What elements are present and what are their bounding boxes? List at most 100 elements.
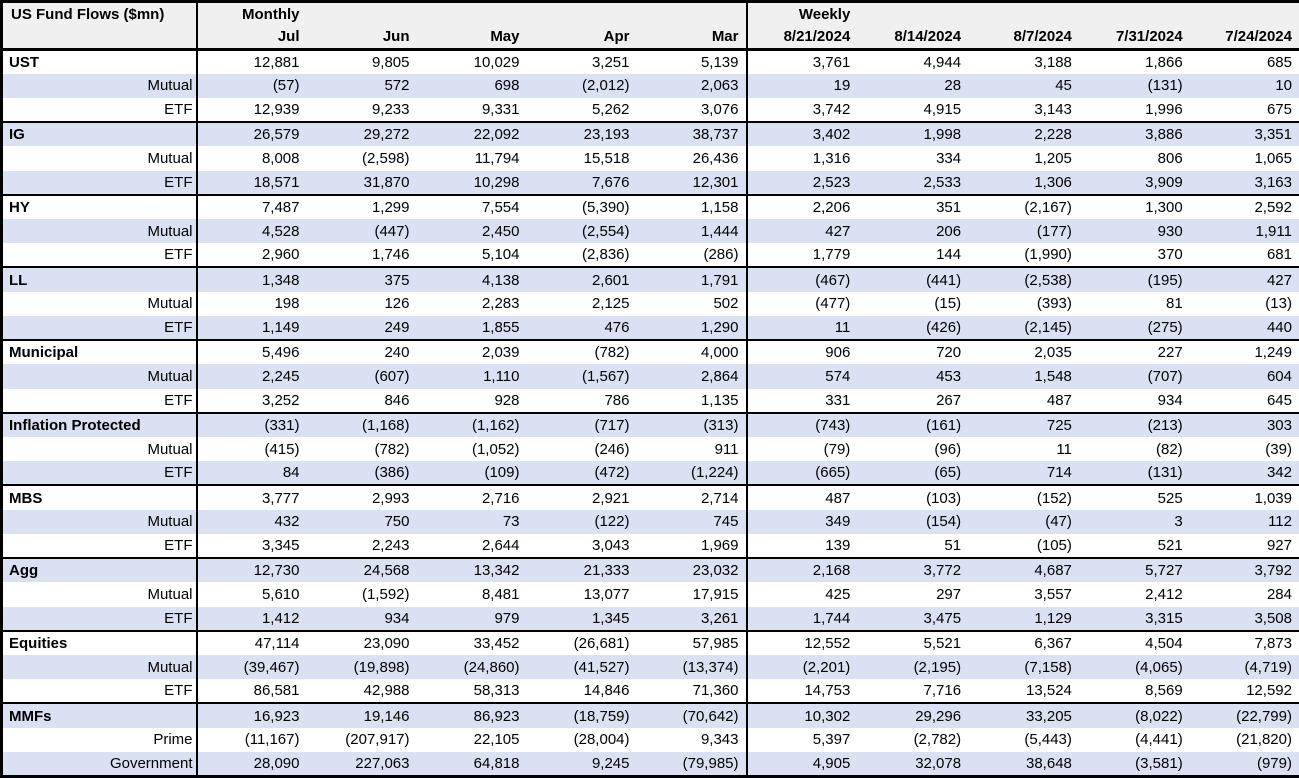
month-col-header-apr: Apr bbox=[526, 25, 637, 51]
weekly-value-cell: 3,742 bbox=[812, 101, 851, 119]
weekly-value-cell: (22,799) bbox=[1189, 702, 1299, 728]
weekly-value-cell: 1,306 bbox=[968, 170, 1079, 195]
weekly-value-cell: 725 bbox=[968, 411, 1079, 437]
sub-label: Mutual bbox=[1, 654, 198, 680]
monthly-value-cell: 2,450 bbox=[416, 219, 527, 244]
monthly-value-cell: (1,592) bbox=[361, 585, 410, 603]
monthly-value-cell: (717) bbox=[526, 411, 637, 437]
sub-label: Mutual bbox=[1, 73, 198, 98]
category-label: IG bbox=[1, 121, 198, 147]
monthly-value-cell: 2,601 bbox=[526, 266, 637, 292]
table-row-mutual-1: Mutual (57) 572 698 (2,012) 2,063 19 28 45 (131) 1… bbox=[1, 73, 1299, 98]
weekly-value-cell: 2,168 bbox=[746, 557, 858, 583]
monthly-value-cell: 227,063 bbox=[306, 751, 417, 777]
monthly-value-cell: (2,598) bbox=[361, 149, 410, 167]
weekly-value-cell: (3,581) bbox=[1078, 751, 1190, 777]
monthly-value-cell: 2,125 bbox=[591, 295, 630, 313]
monthly-value-cell: 2,245 bbox=[196, 364, 307, 389]
weekly-value-cell: (39) bbox=[1265, 440, 1292, 458]
weekly-value-cell: 7,716 bbox=[923, 682, 962, 700]
monthly-value-cell: (472) bbox=[526, 461, 637, 486]
month-col-header-jun: Jun bbox=[306, 25, 417, 51]
table-row-etf-23: ETF 1,412 934 979 1,345 3,261 1,744 3,475 1,129 3… bbox=[1, 606, 1299, 631]
sub-label: Mutual bbox=[1, 291, 198, 316]
weekly-value-cell: (2,145) bbox=[968, 315, 1079, 341]
sub-label: Prime bbox=[1, 727, 198, 752]
weekly-value-cell: 29,296 bbox=[857, 702, 969, 728]
weekly-value-cell: 440 bbox=[1189, 315, 1299, 341]
sub-label: Mutual bbox=[1, 146, 198, 171]
weekly-value-cell: 1,548 bbox=[968, 364, 1079, 389]
weekly-value-cell: 45 bbox=[968, 73, 1079, 98]
weekly-value-cell: (4,719) bbox=[1189, 654, 1299, 680]
weekly-value-cell: 927 bbox=[1266, 536, 1292, 554]
monthly-value-cell: 1,299 bbox=[306, 193, 417, 220]
table-row-etf-2: ETF 12,939 9,233 9,331 5,262 3,076 3,742 4,915 3… bbox=[1, 97, 1299, 123]
weekly-value-cell: 2,228 bbox=[968, 121, 1079, 147]
monthly-value-cell: 240 bbox=[306, 339, 417, 365]
month-col-header-mar: Mar bbox=[636, 25, 748, 51]
weekly-value-cell: 714 bbox=[968, 461, 1079, 486]
monthly-value-cell: (1,168) bbox=[306, 411, 417, 437]
monthly-value-cell: 12,730 bbox=[196, 557, 307, 583]
table-row-mutual-16: Mutual (415) (782) (1,052) (246) 911 (79) (96) 1… bbox=[1, 437, 1299, 462]
sub-label: Mutual bbox=[1, 364, 198, 389]
monthly-value-cell: 24,568 bbox=[306, 557, 417, 583]
monthly-value-cell: 1,345 bbox=[526, 606, 637, 631]
monthly-value-cell: (246) bbox=[594, 440, 630, 458]
monthly-value-cell: (415) bbox=[264, 440, 300, 458]
weekly-value-cell: 4,915 bbox=[923, 101, 962, 119]
monthly-value-cell: 126 bbox=[384, 295, 410, 313]
monthly-value-cell: 786 bbox=[604, 391, 630, 409]
monthly-value-cell: 979 bbox=[416, 606, 527, 631]
monthly-value-cell: 1,110 bbox=[416, 364, 527, 389]
weekly-value-cell: 3,792 bbox=[1189, 557, 1299, 583]
monthly-value-cell: 10,029 bbox=[416, 48, 527, 74]
monthly-value-cell: 1,969 bbox=[636, 533, 748, 559]
weekly-value-cell: 267 bbox=[936, 391, 962, 409]
category-label: MBS bbox=[1, 484, 198, 510]
table-row-mutual-19: Mutual 432 750 73 (122) 745 349 (154) (47) 3 112 bbox=[1, 509, 1299, 534]
weekly-value-cell: 3,351 bbox=[1189, 121, 1299, 147]
monthly-value-cell: 12,939 bbox=[253, 101, 300, 119]
monthly-value-cell: (57) bbox=[196, 73, 307, 98]
monthly-value-cell: (2,554) bbox=[526, 219, 637, 244]
weekly-value-cell: 3,761 bbox=[746, 48, 858, 74]
monthly-value-cell: 3,043 bbox=[591, 536, 630, 554]
weekly-value-cell: 3,163 bbox=[1189, 170, 1299, 195]
monthly-value-cell: 1,412 bbox=[196, 606, 307, 631]
weekly-value-cell: 1,744 bbox=[746, 606, 858, 631]
weekly-value-cell: 11 bbox=[746, 315, 858, 341]
weekly-value-cell: (5,443) bbox=[1024, 731, 1072, 749]
monthly-value-cell: 3,252 bbox=[261, 391, 300, 409]
weekly-value-cell: (2,782) bbox=[913, 731, 962, 749]
monthly-value-cell: 5,262 bbox=[591, 101, 630, 119]
monthly-value-cell: 42,988 bbox=[363, 682, 410, 700]
weekly-value-cell: 14,753 bbox=[804, 682, 851, 700]
weekly-value-cell: (213) bbox=[1078, 411, 1190, 437]
weekly-value-cell: (152) bbox=[968, 484, 1079, 510]
sub-label: ETF bbox=[1, 315, 198, 341]
monthly-value-cell: 19,146 bbox=[306, 702, 417, 728]
weekly-value-cell: (1,990) bbox=[1024, 246, 1072, 264]
monthly-value-cell: 33,452 bbox=[416, 629, 527, 655]
monthly-value-cell: 23,090 bbox=[306, 629, 417, 655]
monthly-value-cell: 1,135 bbox=[636, 388, 748, 413]
week-col-header-1: 8/21/2024 bbox=[746, 25, 858, 51]
weekly-value-cell: 2,533 bbox=[857, 170, 969, 195]
monthly-value-cell: 1,746 bbox=[371, 246, 410, 264]
weekly-value-cell: (13) bbox=[1265, 295, 1292, 313]
table-header: US Fund Flows ($mn) Monthly Weekly Jul J… bbox=[1, 1, 1299, 51]
monthly-value-cell: (41,527) bbox=[526, 654, 637, 680]
monthly-value-cell: 476 bbox=[526, 315, 637, 341]
weekly-value-cell: 12,592 bbox=[1246, 682, 1292, 700]
table-row-government-29: Government 28,090 227,063 64,818 9,245 (79,98… bbox=[1, 751, 1299, 777]
weekly-value-cell: 28 bbox=[857, 73, 969, 98]
weekly-value-cell: 3,475 bbox=[857, 606, 969, 631]
weekly-value-cell: 3,557 bbox=[1034, 585, 1072, 603]
weekly-value-cell: 604 bbox=[1189, 364, 1299, 389]
weekly-value-cell: (177) bbox=[968, 219, 1079, 244]
monthly-value-cell: 4,000 bbox=[636, 339, 748, 365]
weekly-value-cell: (979) bbox=[1189, 751, 1299, 777]
weekly-value-cell: 930 bbox=[1078, 219, 1190, 244]
